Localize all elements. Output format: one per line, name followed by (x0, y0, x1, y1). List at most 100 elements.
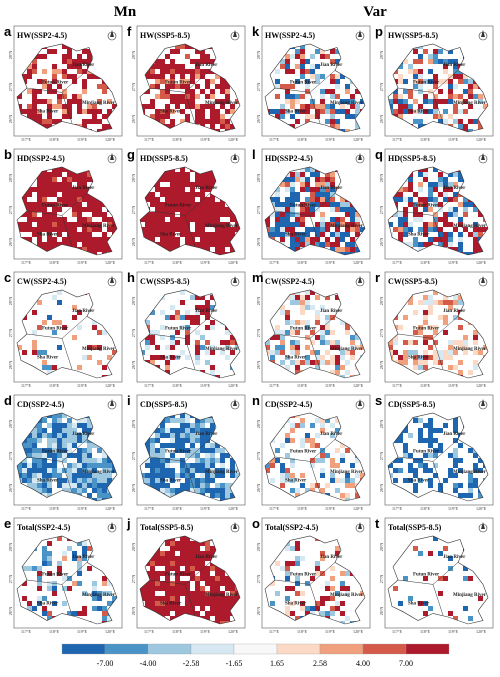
grid-cell (42, 182, 47, 187)
grid-cell (423, 320, 428, 325)
grid-cell (195, 330, 200, 335)
grid-cell (160, 375, 165, 378)
grid-cell (160, 247, 165, 252)
grid-cell (473, 247, 478, 252)
grid-cell (300, 443, 305, 448)
grid-cell (418, 418, 423, 423)
grid-cell (155, 551, 160, 556)
grid-cell (468, 89, 473, 94)
grid-cell (47, 498, 52, 501)
grid-cell (82, 119, 87, 124)
grid-cell (77, 310, 82, 315)
grid-cell (170, 345, 175, 350)
grid-cell (180, 493, 185, 498)
grid-cell (413, 69, 418, 74)
grid-cell (107, 601, 112, 606)
grid-cell (275, 54, 280, 59)
grid-cell (160, 561, 165, 566)
grid-cell (448, 187, 453, 192)
grid-cell (92, 458, 97, 463)
grid-cell (468, 576, 473, 581)
grid-cell (17, 571, 22, 576)
grid-cell (230, 335, 235, 340)
grid-cell (92, 192, 97, 197)
grid-cell (72, 556, 77, 561)
grid-cell (265, 222, 270, 227)
grid-cell (325, 104, 330, 109)
grid-cell (185, 79, 190, 84)
grid-cell (330, 192, 335, 197)
grid-cell (195, 541, 200, 546)
grid-cell (107, 463, 112, 468)
grid-cell (160, 536, 165, 541)
grid-cell (360, 621, 365, 624)
grid-cell (220, 350, 225, 355)
grid-cell (280, 443, 285, 448)
grid-cell (453, 172, 458, 177)
grid-cell (433, 300, 438, 305)
grid-cell (418, 300, 423, 305)
grid-cell (230, 187, 235, 192)
grid-cell (175, 177, 180, 182)
grid-cell (423, 601, 428, 606)
grid-cell (97, 463, 102, 468)
grid-cell (175, 355, 180, 360)
grid-cell (67, 114, 72, 119)
grid-cell (235, 242, 240, 247)
grid-cell (112, 418, 117, 423)
grid-cell (458, 172, 463, 177)
grid-cell (67, 448, 72, 453)
grid-cell (150, 252, 155, 255)
grid-cell (320, 458, 325, 463)
grid-cell (165, 197, 170, 202)
grid-cell (220, 493, 225, 498)
grid-cell (57, 561, 62, 566)
grid-cell (195, 295, 200, 300)
grid-cell (280, 227, 285, 232)
grid-cell (325, 182, 330, 187)
grid-cell (57, 222, 62, 227)
grid-cell (398, 197, 403, 202)
grid-cell (468, 129, 473, 132)
grid-cell (112, 192, 117, 197)
grid-cell (215, 202, 220, 207)
grid-cell (145, 473, 150, 478)
lon-tick-label: 120°E (228, 629, 239, 634)
grid-cell (285, 182, 290, 187)
grid-cell (87, 109, 92, 114)
grid-cell (97, 458, 102, 463)
grid-cell (82, 453, 87, 458)
grid-cell (195, 561, 200, 566)
grid-cell (195, 581, 200, 586)
grid-cell (47, 315, 52, 320)
grid-cell (42, 493, 47, 498)
grid-cell (398, 94, 403, 99)
grid-cell (185, 182, 190, 187)
grid-cell (37, 222, 42, 227)
grid-cell (145, 463, 150, 468)
grid-cell (32, 483, 37, 488)
grid-cell (160, 335, 165, 340)
grid-cell (160, 202, 165, 207)
grid-cell (265, 74, 270, 79)
grid-cell (290, 99, 295, 104)
panel-label: HW(SSP2-4.5) (265, 31, 315, 40)
grid-cell (413, 360, 418, 365)
grid-cell (275, 172, 280, 177)
grid-cell (17, 247, 22, 252)
grid-cell (335, 355, 340, 360)
grid-cell (170, 418, 175, 423)
grid-cell (140, 493, 145, 498)
grid-cell (215, 172, 220, 177)
grid-cell (150, 601, 155, 606)
grid-cell (285, 84, 290, 89)
north-arrow (358, 30, 362, 37)
grid-cell (97, 242, 102, 247)
grid-cell (145, 551, 150, 556)
river-label: Sha River (37, 479, 59, 484)
grid-cell (185, 478, 190, 483)
grid-cell (448, 74, 453, 79)
grid-cell (335, 463, 340, 468)
grid-cell (92, 44, 97, 49)
grid-cell (210, 581, 215, 586)
